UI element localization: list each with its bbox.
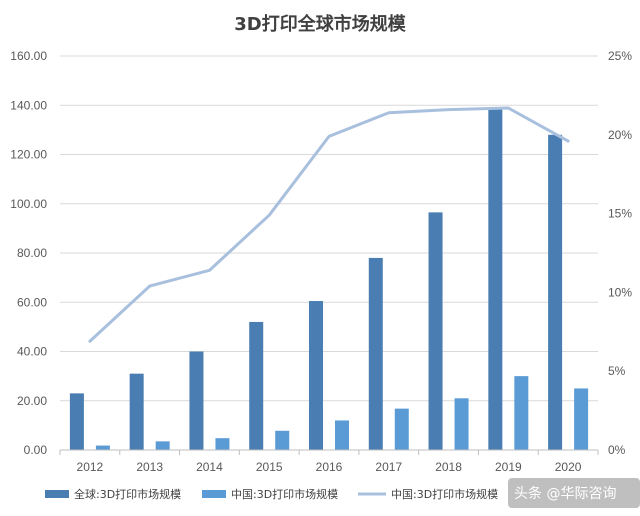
legend-swatch [202, 490, 226, 498]
right-tick-label: 10% [608, 285, 632, 299]
x-tick-label: 2018 [435, 460, 462, 474]
bar-china [574, 388, 589, 450]
left-tick-label: 60.00 [17, 295, 47, 309]
bar-china [95, 445, 110, 450]
right-axis: 0% 5% 10% 15% 20% 25% [608, 49, 632, 457]
x-tick-label: 2016 [316, 460, 343, 474]
right-tick-label: 25% [608, 49, 632, 63]
watermark-text: 头条 @华际咨询 [514, 485, 616, 502]
right-tick-label: 20% [608, 128, 632, 142]
bar-china [514, 376, 529, 450]
left-tick-label: 100.00 [10, 197, 47, 211]
x-tick-label: 2015 [256, 460, 283, 474]
x-tick-label: 2012 [77, 460, 104, 474]
line-series [88, 106, 570, 343]
x-tick-label: 2020 [555, 460, 582, 474]
x-tick-label: 2019 [495, 460, 522, 474]
bar-global [69, 393, 84, 450]
watermark-background [508, 478, 640, 508]
bar-china [394, 408, 409, 450]
bar-global [189, 351, 204, 450]
bar-china [155, 441, 170, 450]
bar-china [275, 430, 290, 450]
bar-china [215, 438, 230, 450]
bar-global [129, 373, 144, 450]
bar-global [249, 321, 264, 450]
legend-swatch [45, 490, 69, 498]
line-china-share [88, 106, 570, 343]
left-tick-label: 120.00 [10, 148, 47, 162]
left-tick-label: 140.00 [10, 98, 47, 112]
bar-global [548, 134, 563, 451]
bar-global [309, 301, 323, 450]
right-tick-label: 15% [608, 207, 632, 221]
bar-china [454, 398, 469, 450]
watermark: 头条 @华际咨询 [508, 478, 640, 508]
grid-lines [60, 55, 598, 402]
x-tick-label: 2017 [375, 460, 402, 474]
x-tick-label: 2013 [136, 460, 163, 474]
bar-global [368, 257, 383, 450]
bar-global [488, 107, 503, 451]
left-tick-label: 40.00 [17, 345, 47, 359]
chart-title: 3D打印全球市场规模 [234, 13, 406, 35]
x-axis: 2012 2013 2014 2015 2016 2017 2018 2019 2020 [59, 449, 599, 474]
legend-label: 中国:3D打印市场规模 [231, 487, 338, 501]
x-tick-label: 2014 [196, 460, 223, 474]
legend-label: 全球:3D打印市场规模 [74, 487, 181, 501]
bar-global [428, 212, 443, 450]
left-tick-label: 20.00 [17, 394, 47, 408]
left-tick-label: 160.00 [10, 49, 47, 63]
left-axis: 0.00 20.00 40.00 60.00 80.00 100.00 120.00 140.… [10, 49, 47, 457]
legend-label: 中国:3D打印市场规模 [391, 487, 498, 501]
left-tick-label: 80.00 [17, 246, 47, 260]
right-tick-label: 0% [608, 443, 626, 457]
legend: 全球:3D打印市场规模 中国:3D打印市场规模 中国:3D打印市场规模 [45, 487, 498, 501]
bars [69, 107, 589, 451]
left-tick-label: 0.00 [24, 443, 48, 457]
right-tick-label: 5% [608, 364, 626, 378]
bar-china [335, 420, 349, 450]
